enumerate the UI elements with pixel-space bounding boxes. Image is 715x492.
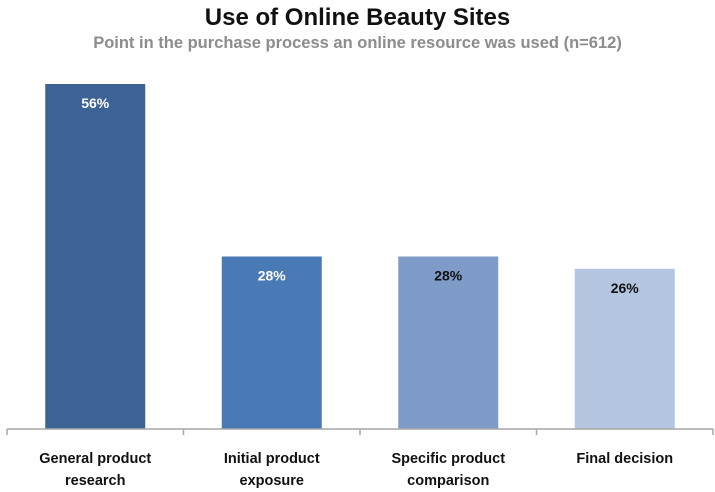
- chart-title: Use of Online Beauty Sites: [204, 4, 511, 31]
- bar: [574, 268, 675, 429]
- category-label: Specific product comparison: [391, 451, 505, 489]
- category-labels: General product research Initial product ex…: [39, 451, 673, 489]
- x-axis-ticks: [6, 429, 714, 435]
- chart-subtitle: Point in the purchase process an online …: [93, 34, 622, 52]
- bar-value-label: 28%: [258, 268, 287, 284]
- bar-value-label: 56%: [81, 95, 110, 111]
- bar-value-label: 28%: [434, 268, 463, 284]
- category-label: Final decision: [576, 451, 673, 467]
- category-label: General product research: [39, 451, 151, 489]
- bar: [221, 256, 322, 429]
- bar: [45, 84, 146, 429]
- category-label: Initial product exposure: [224, 451, 320, 489]
- bar-value-label: 26%: [611, 280, 640, 296]
- bar: [398, 256, 499, 429]
- value-labels: 56% 28% 28% 26%: [81, 95, 639, 296]
- bars-group: [45, 84, 675, 429]
